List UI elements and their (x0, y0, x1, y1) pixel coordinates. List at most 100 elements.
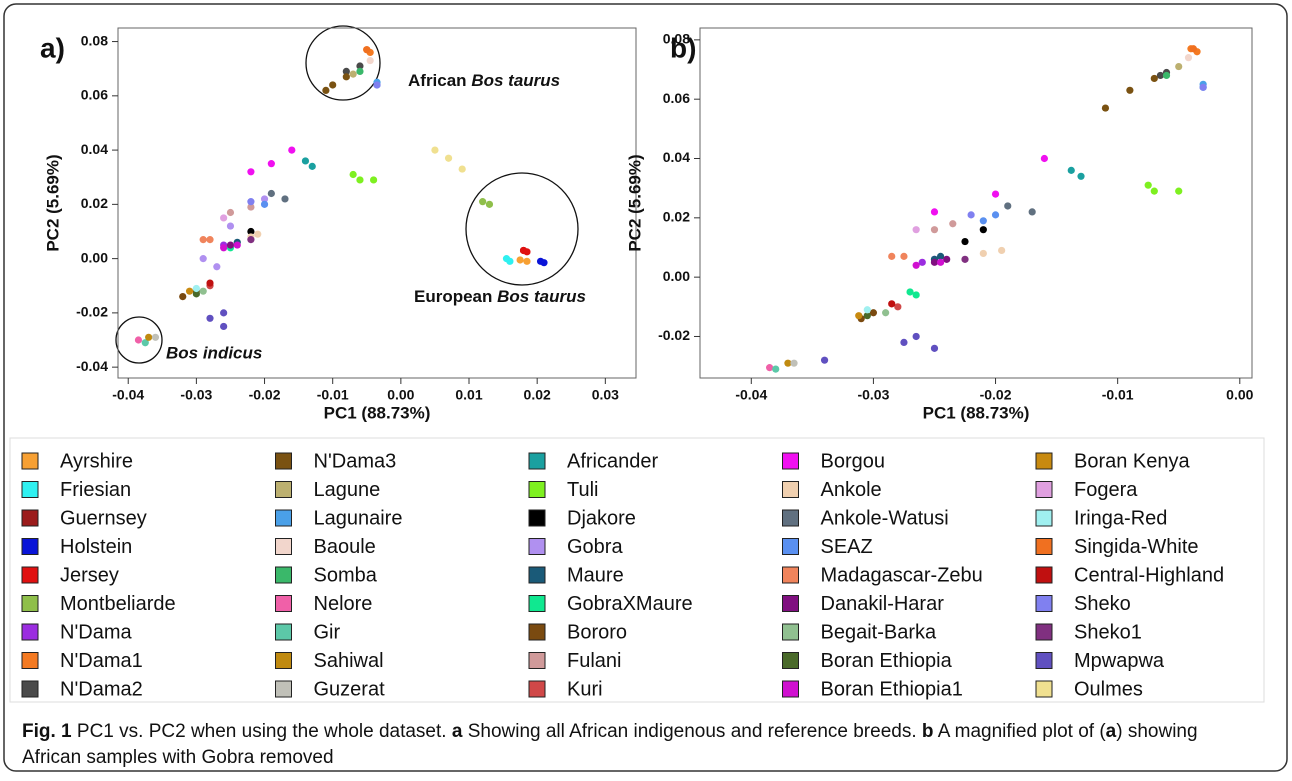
point (185, 287, 194, 295)
annotation: African Bos taurus (408, 71, 560, 90)
legend-swatch (528, 538, 546, 555)
y-tick-label: 0.02 (81, 195, 108, 211)
point (979, 226, 987, 234)
caption-line: Fig. 1 PC1 vs. PC2 when using the whole … (22, 721, 1198, 742)
point (1156, 71, 1165, 80)
x-tick-label: -0.03 (857, 387, 889, 403)
legend-label: Oulmes (1074, 678, 1143, 700)
point (772, 365, 780, 373)
legend-swatch (21, 566, 39, 584)
point (1150, 187, 1158, 195)
y-tick-label: 0.04 (81, 141, 108, 157)
point (784, 359, 792, 367)
caption-text: b (922, 721, 934, 742)
legend-swatch (782, 538, 799, 555)
panel-label: a) (40, 32, 65, 63)
legend-label: Gobra (567, 536, 623, 558)
point (301, 157, 310, 165)
legend-swatch (1035, 623, 1053, 641)
legend-label: Begait-Barka (821, 621, 937, 643)
point (444, 154, 453, 162)
legend-swatch (1035, 452, 1053, 470)
point (220, 322, 228, 331)
legend-label: Ankole (821, 479, 882, 501)
legend-swatch (275, 680, 292, 698)
point (342, 67, 350, 76)
point (998, 246, 1006, 255)
point (930, 258, 939, 266)
legend-swatch (21, 509, 39, 527)
annotation: Bos indicus (166, 343, 262, 362)
point (349, 170, 357, 179)
point (936, 252, 945, 260)
point (949, 220, 957, 228)
legend-label: Boran Ethiopia (821, 650, 953, 672)
point (506, 257, 514, 265)
legend-swatch (528, 481, 546, 498)
point (267, 189, 275, 198)
point (267, 160, 275, 168)
y-axis-label: PC2 (5.69%) (625, 154, 644, 251)
point (134, 336, 143, 344)
figure-border (3, 3, 1288, 772)
point (1162, 71, 1171, 80)
legend-label: Nelore (314, 593, 373, 615)
point (912, 332, 920, 341)
point (1199, 83, 1207, 91)
point (855, 312, 863, 320)
caption-text: PC1 vs. PC2 when using the whole dataset… (72, 721, 452, 742)
plot-frame (117, 27, 637, 379)
y-tick-label: 0.08 (663, 31, 690, 47)
point (1077, 172, 1085, 180)
legend-label: Africander (567, 450, 658, 472)
legend-label: Danakil-Harar (821, 593, 945, 615)
point (356, 62, 364, 70)
point (1028, 208, 1036, 216)
legend-swatch (528, 595, 546, 612)
legend-swatch (275, 652, 292, 669)
point (979, 249, 987, 258)
x-tick-label: 0.00 (387, 387, 414, 403)
legend-swatch (275, 538, 292, 555)
point (220, 214, 228, 222)
legend-label: Sheko (1074, 593, 1131, 615)
legend-label: Iringa-Red (1074, 507, 1167, 529)
legend-label: Fulani (567, 650, 621, 672)
point (766, 364, 774, 372)
legend-swatch (782, 680, 799, 698)
legend-swatch (275, 595, 292, 612)
legend-swatch (782, 595, 799, 612)
legend-label: SEAZ (821, 536, 873, 558)
point (199, 287, 207, 295)
point (888, 300, 896, 308)
legend-swatch (528, 566, 546, 584)
point (979, 217, 987, 225)
point (363, 46, 371, 54)
caption-text: a (452, 721, 463, 742)
point (281, 195, 289, 203)
legend-label: Somba (314, 564, 378, 586)
point (206, 314, 214, 322)
point (349, 70, 357, 78)
legend-label: Borgou (821, 450, 886, 472)
caption-line: African samples with Gobra removed (22, 747, 334, 768)
legend-label: Baoule (314, 536, 376, 558)
legend-label: N'Dama2 (60, 678, 143, 700)
legend-swatch (782, 652, 799, 669)
legend-swatch (528, 680, 546, 698)
caption-text: Fig. 1 (22, 721, 72, 742)
legend-label: Sheko1 (1074, 621, 1142, 643)
legend-label: Ayrshire (60, 450, 133, 472)
point (961, 237, 969, 246)
point (943, 255, 951, 263)
legend-label: Tuli (567, 479, 598, 501)
point (431, 146, 439, 154)
point (523, 257, 531, 265)
point (206, 279, 214, 287)
x-tick-label: -0.01 (1102, 387, 1134, 403)
point (213, 263, 221, 271)
point (199, 236, 207, 244)
legend-label: Boran Ethiopia1 (821, 678, 963, 700)
point (1184, 54, 1193, 62)
point (888, 252, 896, 260)
